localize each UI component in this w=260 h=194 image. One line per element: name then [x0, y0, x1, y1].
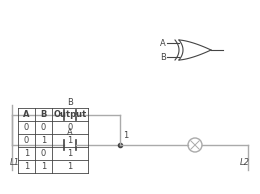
Text: 0: 0 — [67, 123, 73, 132]
Text: 1: 1 — [41, 162, 46, 171]
Text: 1: 1 — [41, 136, 46, 145]
Text: 1: 1 — [24, 149, 29, 158]
Text: 1: 1 — [24, 162, 29, 171]
Text: A: A — [160, 38, 166, 48]
Text: L2: L2 — [240, 158, 250, 167]
Text: 0: 0 — [41, 123, 46, 132]
Text: 0: 0 — [41, 149, 46, 158]
Text: A: A — [23, 110, 30, 119]
Text: 1: 1 — [67, 149, 73, 158]
Text: B: B — [40, 110, 47, 119]
Text: B: B — [160, 53, 166, 61]
Text: 1: 1 — [67, 136, 73, 145]
Text: 1: 1 — [123, 131, 128, 140]
Text: Output: Output — [53, 110, 87, 119]
Text: 1: 1 — [67, 162, 73, 171]
Text: B: B — [67, 98, 73, 107]
Text: 0: 0 — [24, 136, 29, 145]
Text: A: A — [67, 128, 73, 137]
Text: L1: L1 — [10, 158, 20, 167]
Text: 0: 0 — [24, 123, 29, 132]
